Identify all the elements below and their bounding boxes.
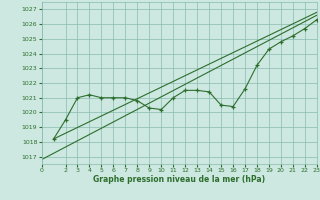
X-axis label: Graphe pression niveau de la mer (hPa): Graphe pression niveau de la mer (hPa) (93, 175, 265, 184)
